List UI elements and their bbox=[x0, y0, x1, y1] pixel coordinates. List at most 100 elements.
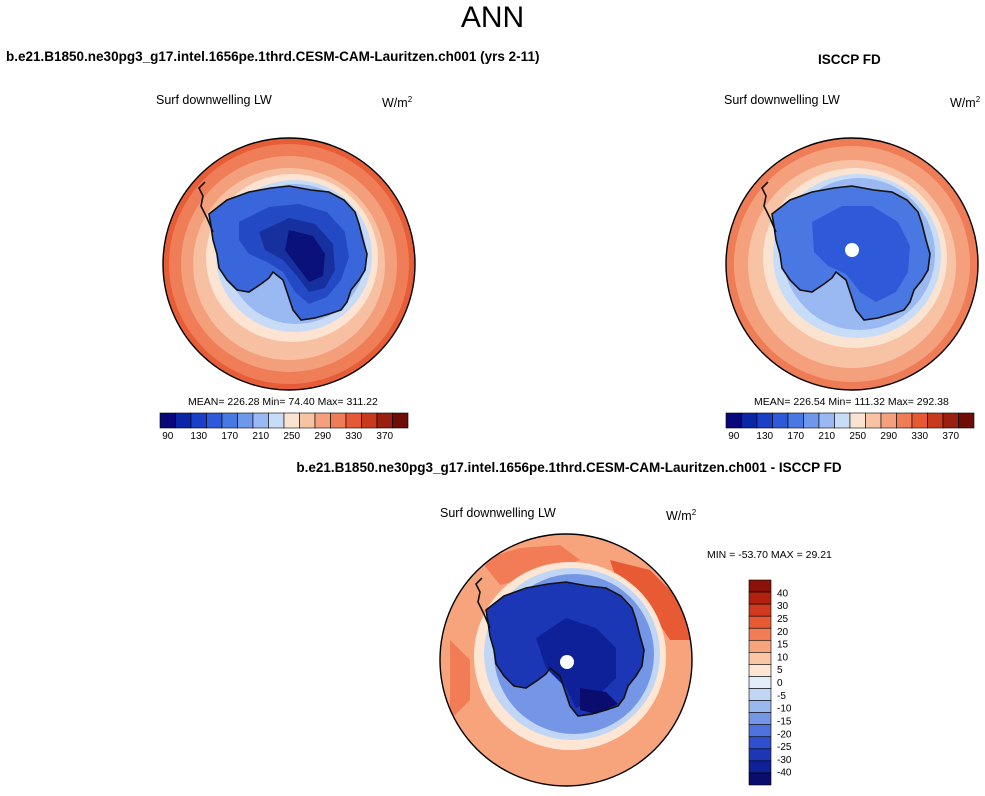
model-map-border bbox=[162, 137, 416, 391]
diff-colorbar-tick-label: 5 bbox=[777, 665, 783, 676]
obs-colorbar-swatch bbox=[725, 412, 742, 429]
diff-warm-anomaly-north bbox=[480, 545, 580, 585]
diff-colorbar-tick-label: -15 bbox=[777, 716, 792, 727]
model-colorbar-swatch bbox=[206, 412, 223, 429]
diff-polar-missing-data bbox=[560, 655, 574, 669]
diff-colorbar-swatch bbox=[748, 603, 772, 617]
diff-colorbar-swatch bbox=[748, 712, 772, 726]
model-colorbar-swatch bbox=[175, 412, 192, 429]
obs-colorbar-swatch bbox=[880, 412, 897, 429]
obs-polar-missing-data bbox=[845, 243, 859, 257]
model-colorbar-swatch bbox=[392, 412, 409, 429]
diff-colorbar-tick-label: 20 bbox=[777, 627, 789, 638]
model-ice-core bbox=[285, 230, 325, 282]
model-colorbar-tick-label: 330 bbox=[345, 431, 362, 442]
model-colorbar-swatch bbox=[283, 412, 300, 429]
diff-polar-map bbox=[439, 533, 693, 787]
model-colorbar: 90 130 170 210 250 290 330 370 bbox=[159, 412, 409, 442]
model-colorbar-tick-label: 170 bbox=[221, 431, 238, 442]
model-colorbar-tick-label: 90 bbox=[162, 431, 174, 442]
season-title: ANN bbox=[460, 1, 525, 34]
diff-colorbar-tick-label: 15 bbox=[777, 640, 789, 651]
obs-colorbar-swatch bbox=[942, 412, 959, 429]
diff-colorbar-swatch bbox=[748, 700, 772, 713]
obs-colorbar-swatch bbox=[772, 412, 789, 429]
diff-ice-min bbox=[580, 688, 618, 714]
diff-colorbar-tick-label: -30 bbox=[777, 755, 792, 766]
obs-colorbar-tick-label: 330 bbox=[911, 431, 928, 442]
diff-stats-label: MIN = -53.70 MAX = 29.21 bbox=[707, 549, 832, 561]
diff-colorbar-swatch bbox=[748, 736, 772, 750]
diff-colorbar-tick-label: -25 bbox=[777, 742, 792, 753]
obs-colorbar-tick-label: 290 bbox=[880, 431, 897, 442]
model-colorbar-tick-label: 130 bbox=[190, 431, 207, 442]
obs-polar-map bbox=[725, 137, 979, 391]
obs-colorbar-tick-label: 250 bbox=[849, 431, 866, 442]
diff-map-border bbox=[439, 533, 693, 787]
diff-colorbar-tick-label: -20 bbox=[777, 729, 792, 740]
model-colorbar-tick-label: 210 bbox=[252, 431, 269, 442]
obs-colorbar-swatch bbox=[818, 412, 835, 429]
diff-units-label: W/m2 bbox=[666, 508, 697, 524]
model-colorbar-swatch bbox=[330, 412, 347, 429]
obs-colorbar-swatch bbox=[865, 412, 882, 429]
diff-colorbar-tick-label: 25 bbox=[777, 614, 789, 625]
diff-colorbar-tick-label: 30 bbox=[777, 601, 789, 612]
obs-stats-label: MEAN= 226.54 Min= 111.32 Max= 292.38 bbox=[754, 396, 949, 408]
model-colorbar-tick-label: 370 bbox=[376, 431, 393, 442]
obs-variable-label: Surf downwelling LW bbox=[724, 93, 840, 107]
model-colorbar-tick-label: 250 bbox=[283, 431, 300, 442]
diff-warm-anomaly-west bbox=[450, 640, 470, 720]
diff-colorbar-swatch bbox=[748, 772, 772, 786]
diff-warm-anomaly-east bbox=[610, 560, 690, 640]
diff-ice-interior bbox=[536, 618, 616, 708]
obs-colorbar-swatch bbox=[756, 412, 773, 429]
model-colorbar-swatch bbox=[190, 412, 207, 429]
model-colorbar-swatch bbox=[268, 412, 285, 429]
model-polar-map bbox=[162, 137, 416, 391]
model-colorbar-swatch bbox=[299, 412, 316, 429]
obs-map-border bbox=[725, 137, 979, 391]
diff-colorbar-swatch bbox=[748, 579, 772, 593]
obs-colorbar-swatch bbox=[849, 412, 866, 429]
diff-variable-label: Surf downwelling LW bbox=[440, 506, 556, 520]
diff-colorbar-swatch bbox=[748, 724, 772, 738]
diff-colorbar-swatch bbox=[748, 591, 772, 605]
diff-colorbar-swatch bbox=[748, 639, 772, 653]
obs-colorbar-swatch bbox=[803, 412, 820, 429]
obs-colorbar-tick-label: 370 bbox=[942, 431, 959, 442]
obs-colorbar-tick-label: 90 bbox=[728, 431, 740, 442]
model-units-label: W/m2 bbox=[382, 95, 413, 111]
obs-colorbar: 90 130 170 210 250 290 330 370 bbox=[725, 412, 975, 442]
model-stats-label: MEAN= 226.28 Min= 74.40 Max= 311.22 bbox=[188, 396, 378, 408]
diff-colorbar-swatch bbox=[748, 664, 772, 677]
model-colorbar-swatch bbox=[159, 412, 176, 429]
model-variable-label: Surf downwelling LW bbox=[156, 93, 272, 107]
obs-colorbar-tick-label: 210 bbox=[818, 431, 835, 442]
model-colorbar-swatch bbox=[221, 412, 238, 429]
diff-panel-title: b.e21.B1850.ne30pg3_g17.intel.1656pe.1th… bbox=[296, 460, 842, 475]
diff-colorbar-tick-label: 40 bbox=[777, 588, 789, 599]
obs-colorbar-swatch bbox=[927, 412, 944, 429]
diff-colorbar-swatch bbox=[748, 627, 772, 641]
model-colorbar-swatch bbox=[252, 412, 269, 429]
model-colorbar-swatch bbox=[237, 412, 254, 429]
diff-colorbar-tick-label: 10 bbox=[777, 652, 789, 663]
obs-colorbar-swatch bbox=[834, 412, 851, 429]
diff-colorbar-swatch bbox=[748, 652, 772, 665]
obs-units-label: W/m2 bbox=[950, 95, 981, 111]
obs-colorbar-swatch bbox=[741, 412, 758, 429]
diff-colorbar-tick-label: -10 bbox=[777, 704, 792, 715]
diff-colorbar-tick-label: -5 bbox=[777, 691, 786, 702]
diff-colorbar-swatch bbox=[748, 688, 772, 701]
model-colorbar-swatch bbox=[345, 412, 362, 429]
model-colorbar-swatch bbox=[314, 412, 331, 429]
diff-colorbar-swatch bbox=[748, 676, 772, 689]
model-colorbar-swatch bbox=[376, 412, 393, 429]
diff-colorbar-swatch bbox=[748, 748, 772, 762]
obs-colorbar-tick-label: 170 bbox=[787, 431, 804, 442]
model-colorbar-tick-label: 290 bbox=[314, 431, 331, 442]
obs-panel-title: ISCCP FD bbox=[818, 52, 881, 67]
